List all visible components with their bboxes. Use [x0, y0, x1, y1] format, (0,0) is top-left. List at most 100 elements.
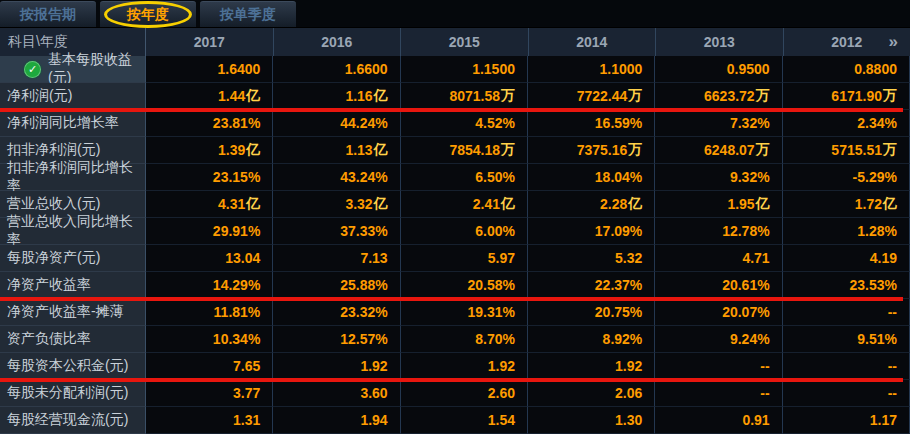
tab-by-report-period[interactable]: 按报告期 [0, 1, 96, 27]
value-number: 1.1000 [599, 61, 642, 77]
value-number: 7375.16 [577, 142, 628, 158]
row-label: 扣非净利润(元) [7, 141, 100, 159]
table-row[interactable]: 每股资本公积金(元)7.651.921.921.92---- [0, 353, 910, 380]
value-unit: 万 [501, 87, 515, 105]
table-row[interactable]: 净资产收益率14.29%25.88%20.58%22.37%20.61%23.5… [0, 272, 910, 299]
value-cell: 9.32% [655, 164, 782, 191]
value-number: 20.75% [595, 304, 642, 320]
value-cell: 9.24% [655, 326, 782, 353]
row-label: 每股未分配利润(元) [7, 384, 128, 402]
value-unit: 万 [756, 87, 770, 105]
value-cell: 29.91% [146, 218, 273, 245]
table-row[interactable]: 每股未分配利润(元)3.773.602.602.06---- [0, 380, 910, 407]
value-number: 1.30 [615, 412, 642, 428]
value-cell: 37.33% [273, 218, 400, 245]
value-cell: 1.13亿 [273, 137, 400, 164]
row-label-cell: 净资产收益率-摊薄 [0, 299, 146, 326]
value-cell: 6.50% [401, 164, 528, 191]
row-label-cell: 每股资本公积金(元) [0, 353, 146, 380]
value-unit: 亿 [374, 87, 388, 105]
value-unit: 万 [628, 141, 642, 159]
value-unit: 亿 [883, 195, 897, 213]
table-row[interactable]: ✓基本每股收益(元)1.64001.66001.15001.10000.9500… [0, 56, 910, 83]
value-number: 2.41 [473, 196, 500, 212]
value-number: 0.9500 [727, 61, 770, 77]
value-cell: 3.77 [146, 380, 273, 407]
more-years-icon[interactable]: » [889, 32, 896, 52]
column-header-2015: 2015 [401, 28, 529, 56]
value-number: 1.54 [488, 412, 515, 428]
value-number: 9.32% [730, 169, 770, 185]
value-number: 20.58% [468, 277, 515, 293]
value-unit: 万 [883, 87, 897, 105]
value-cell: 1.17 [783, 407, 910, 434]
value-unit: 亿 [246, 195, 260, 213]
row-label: 营业总收入同比增长率 [7, 213, 145, 249]
value-cell: 1.6400 [146, 56, 273, 83]
value-cell: 6.00% [401, 218, 528, 245]
row-label-cell: 每股未分配利润(元) [0, 380, 146, 407]
row-label: 资产负债比率 [7, 330, 91, 348]
value-cell: 2.60 [401, 380, 528, 407]
value-cell: 3.60 [273, 380, 400, 407]
value-cell: 6248.07万 [655, 137, 782, 164]
value-cell: 7.13 [273, 245, 400, 272]
value-number: 44.24% [340, 115, 387, 131]
value-number: 1.16 [345, 88, 372, 104]
value-number: 0.8800 [854, 61, 897, 77]
value-cell: 22.37% [528, 272, 655, 299]
value-number: 8.70% [475, 331, 515, 347]
column-header-label: 2012 [831, 34, 862, 50]
column-header-label: 2017 [194, 34, 225, 50]
value-number: -- [760, 385, 769, 401]
value-number: 4.71 [742, 250, 769, 266]
value-number: 23.53% [849, 277, 896, 293]
value-cell: 25.88% [273, 272, 400, 299]
value-cell: 8071.58万 [401, 83, 528, 110]
value-cell: 1.72亿 [783, 191, 910, 218]
value-cell: 20.07% [655, 299, 782, 326]
value-number: -- [760, 358, 769, 374]
value-number: 1.13 [345, 142, 372, 158]
value-number: 1.1500 [472, 61, 515, 77]
value-number: 1.31 [233, 412, 260, 428]
tab-by-year[interactable]: 按年度 [100, 1, 196, 27]
column-header-2017: 2017 [146, 28, 274, 56]
table-row[interactable]: 净资产收益率-摊薄11.81%23.32%19.31%20.75%20.07%-… [0, 299, 910, 326]
table-row[interactable]: 营业总收入同比增长率29.91%37.33%6.00%17.09%12.78%1… [0, 218, 910, 245]
period-tabbar: 按报告期 按年度 按单季度 [0, 0, 910, 28]
column-header-label: 2016 [321, 34, 352, 50]
table-row[interactable]: 资产负债比率10.34%12.57%8.70%8.92%9.24%9.51% [0, 326, 910, 353]
table-row[interactable]: 每股净资产(元)13.047.135.975.324.714.19 [0, 245, 910, 272]
value-number: 9.51% [857, 331, 897, 347]
row-label-cell: 净利润同比增长率 [0, 110, 146, 137]
value-cell: 8.70% [401, 326, 528, 353]
value-number: 4.31 [218, 196, 245, 212]
value-number: 1.6600 [345, 61, 388, 77]
value-cell: 5715.51万 [783, 137, 910, 164]
value-number: 43.24% [340, 169, 387, 185]
value-number: 6.50% [475, 169, 515, 185]
value-number: 5715.51 [831, 142, 882, 158]
value-number: 2.06 [615, 385, 642, 401]
value-unit: 万 [628, 87, 642, 105]
table-row[interactable]: 扣非净利润同比增长率23.15%43.24%6.50%18.04%9.32%-5… [0, 164, 910, 191]
value-cell: 1.1000 [528, 56, 655, 83]
table-row[interactable]: 每股经营现金流(元)1.311.941.541.300.911.17 [0, 407, 910, 434]
column-header-label: 2015 [449, 34, 480, 50]
value-cell: 18.04% [528, 164, 655, 191]
value-cell: 44.24% [273, 110, 400, 137]
value-number: 6623.72 [704, 88, 755, 104]
value-cell: 7854.18万 [401, 137, 528, 164]
value-number: 1.28% [857, 223, 897, 239]
value-unit: 万 [756, 141, 770, 159]
value-number: 1.92 [615, 358, 642, 374]
value-number: 1.92 [360, 358, 387, 374]
tab-by-single-quarter[interactable]: 按单季度 [200, 1, 296, 27]
table-row[interactable]: 净利润(元)1.44亿1.16亿8071.58万7722.44万6623.72万… [0, 83, 910, 110]
value-number: 8071.58 [449, 88, 500, 104]
stock-financials-panel: 按报告期 按年度 按单季度 科目\年度 20172016201520142013… [0, 0, 910, 434]
table-row[interactable]: 净利润同比增长率23.81%44.24%4.52%16.59%7.32%2.34… [0, 110, 910, 137]
value-unit: 亿 [374, 195, 388, 213]
value-cell: -- [783, 299, 910, 326]
